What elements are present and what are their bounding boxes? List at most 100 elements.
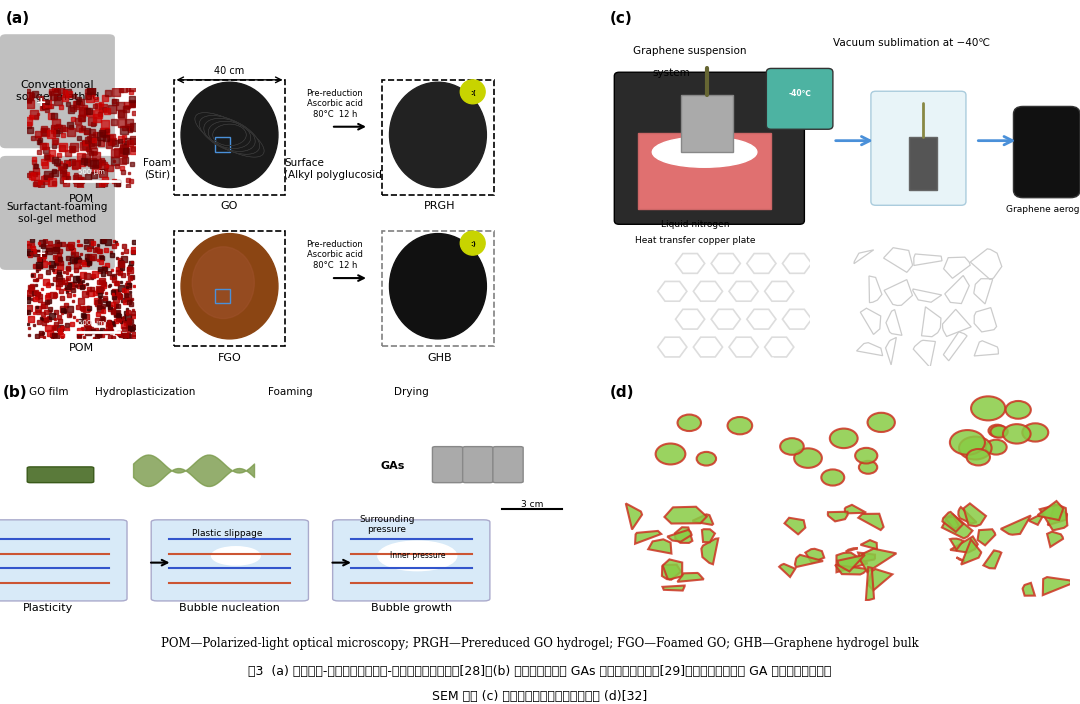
Circle shape (967, 449, 990, 465)
Polygon shape (701, 539, 718, 565)
Text: +: + (36, 247, 46, 260)
Polygon shape (1023, 583, 1035, 596)
Text: Pre-reduction
Ascorbic acid
80°C  12 h: Pre-reduction Ascorbic acid 80°C 12 h (307, 240, 363, 270)
Text: Bubble growth: Bubble growth (370, 603, 451, 613)
FancyBboxPatch shape (1013, 106, 1080, 198)
Polygon shape (828, 512, 848, 522)
Polygon shape (958, 507, 976, 523)
Polygon shape (950, 539, 963, 550)
Polygon shape (945, 517, 959, 529)
Polygon shape (806, 549, 824, 562)
Polygon shape (635, 531, 661, 543)
Polygon shape (779, 564, 795, 577)
Polygon shape (1040, 505, 1067, 530)
Circle shape (971, 396, 1005, 420)
Text: Pre-reduction
Ascorbic acid
80°C  12 h: Pre-reduction Ascorbic acid 80°C 12 h (307, 89, 363, 118)
Text: GHB: GHB (428, 353, 451, 363)
Polygon shape (950, 536, 977, 553)
Circle shape (855, 448, 877, 463)
Circle shape (988, 425, 1005, 436)
Text: POM: POM (68, 194, 94, 203)
Text: PRGH: PRGH (423, 201, 456, 210)
Text: Graphene aerogel: Graphene aerogel (1005, 206, 1080, 214)
Text: Plasticity: Plasticity (24, 603, 73, 613)
Circle shape (867, 413, 895, 432)
Circle shape (821, 470, 845, 486)
Text: +: + (36, 96, 46, 109)
Text: Liquid nitrogen: Liquid nitrogen (661, 220, 729, 230)
Text: Heat transfer copper plate: Heat transfer copper plate (635, 236, 755, 245)
Text: Conventional
sol-gel method: Conventional sol-gel method (16, 80, 99, 102)
Circle shape (794, 448, 822, 468)
Ellipse shape (181, 82, 278, 187)
Text: 图3  (a) 常规溶胶-凝胶法与发泡溶胶-凝胶法制备的对比图[28]；(b) 水塑发泡法制备 GAs 及发泡机制示意图[29]；冰晶模板法制备 GA 图示及孔: 图3 (a) 常规溶胶-凝胶法与发泡溶胶-凝胶法制备的对比图[28]；(b) 水… (248, 665, 832, 678)
Text: Bubble nucleation: Bubble nucleation (179, 603, 281, 613)
Circle shape (950, 430, 985, 455)
Circle shape (780, 438, 804, 455)
Polygon shape (835, 565, 867, 574)
Text: 500 μm: 500 μm (79, 169, 105, 175)
FancyBboxPatch shape (462, 446, 492, 483)
Ellipse shape (181, 234, 278, 339)
Text: 40 μm: 40 μm (957, 356, 980, 362)
Polygon shape (943, 512, 963, 532)
Circle shape (986, 440, 1007, 455)
Text: Hydroplasticization: Hydroplasticization (95, 387, 195, 397)
Polygon shape (1048, 505, 1067, 525)
Ellipse shape (192, 246, 255, 318)
Text: Inner pressure: Inner pressure (390, 551, 445, 560)
Ellipse shape (390, 234, 486, 339)
Circle shape (460, 231, 485, 255)
Text: Surface
(Alkyl polyglucoside): Surface (Alkyl polyglucoside) (284, 158, 392, 180)
Polygon shape (866, 567, 874, 600)
Polygon shape (675, 527, 692, 543)
Circle shape (656, 444, 686, 465)
Polygon shape (663, 560, 683, 579)
Ellipse shape (652, 137, 757, 168)
Circle shape (959, 436, 991, 460)
Text: Graphene suspension: Graphene suspension (633, 46, 746, 56)
FancyBboxPatch shape (333, 520, 490, 601)
FancyBboxPatch shape (870, 92, 966, 206)
Polygon shape (1029, 513, 1044, 524)
Text: Foam
(Stir): Foam (Stir) (143, 158, 172, 180)
Circle shape (829, 429, 858, 448)
Text: 500 μm: 500 μm (79, 320, 105, 326)
Polygon shape (1001, 515, 1030, 535)
Polygon shape (648, 539, 672, 553)
FancyBboxPatch shape (615, 73, 805, 225)
Text: (a): (a) (6, 11, 30, 27)
Polygon shape (961, 539, 982, 565)
Text: GO film: GO film (29, 387, 68, 397)
Text: Surfactant-foaming
sol-gel method: Surfactant-foaming sol-gel method (6, 202, 108, 224)
Circle shape (212, 547, 260, 565)
Polygon shape (1043, 577, 1072, 595)
Circle shape (1023, 423, 1049, 441)
Polygon shape (836, 553, 867, 572)
Polygon shape (957, 558, 964, 561)
Text: Surrounding
pressure: Surrounding pressure (360, 515, 415, 534)
Polygon shape (702, 529, 715, 542)
Polygon shape (858, 553, 875, 562)
Circle shape (460, 80, 485, 103)
Circle shape (378, 541, 457, 570)
Circle shape (728, 417, 752, 434)
Circle shape (859, 461, 877, 474)
Polygon shape (662, 565, 681, 579)
Text: :): :) (470, 241, 475, 247)
Polygon shape (784, 517, 806, 534)
Polygon shape (795, 555, 823, 567)
Polygon shape (963, 503, 986, 527)
Circle shape (990, 426, 1008, 438)
Polygon shape (859, 514, 883, 530)
Text: (b): (b) (3, 384, 28, 400)
FancyBboxPatch shape (0, 156, 114, 270)
Polygon shape (677, 573, 704, 582)
Text: Plastic slippage: Plastic slippage (191, 529, 262, 538)
Circle shape (1005, 401, 1030, 419)
Bar (215, 289, 229, 303)
Text: 40 μm: 40 μm (752, 356, 774, 362)
Text: POM—Polarized-light optical microscopy; PRGH—Prereduced GO hydrogel; FGO—Foamed : POM—Polarized-light optical microscopy; … (161, 637, 919, 650)
Ellipse shape (390, 82, 486, 187)
Text: FGO: FGO (218, 353, 241, 363)
